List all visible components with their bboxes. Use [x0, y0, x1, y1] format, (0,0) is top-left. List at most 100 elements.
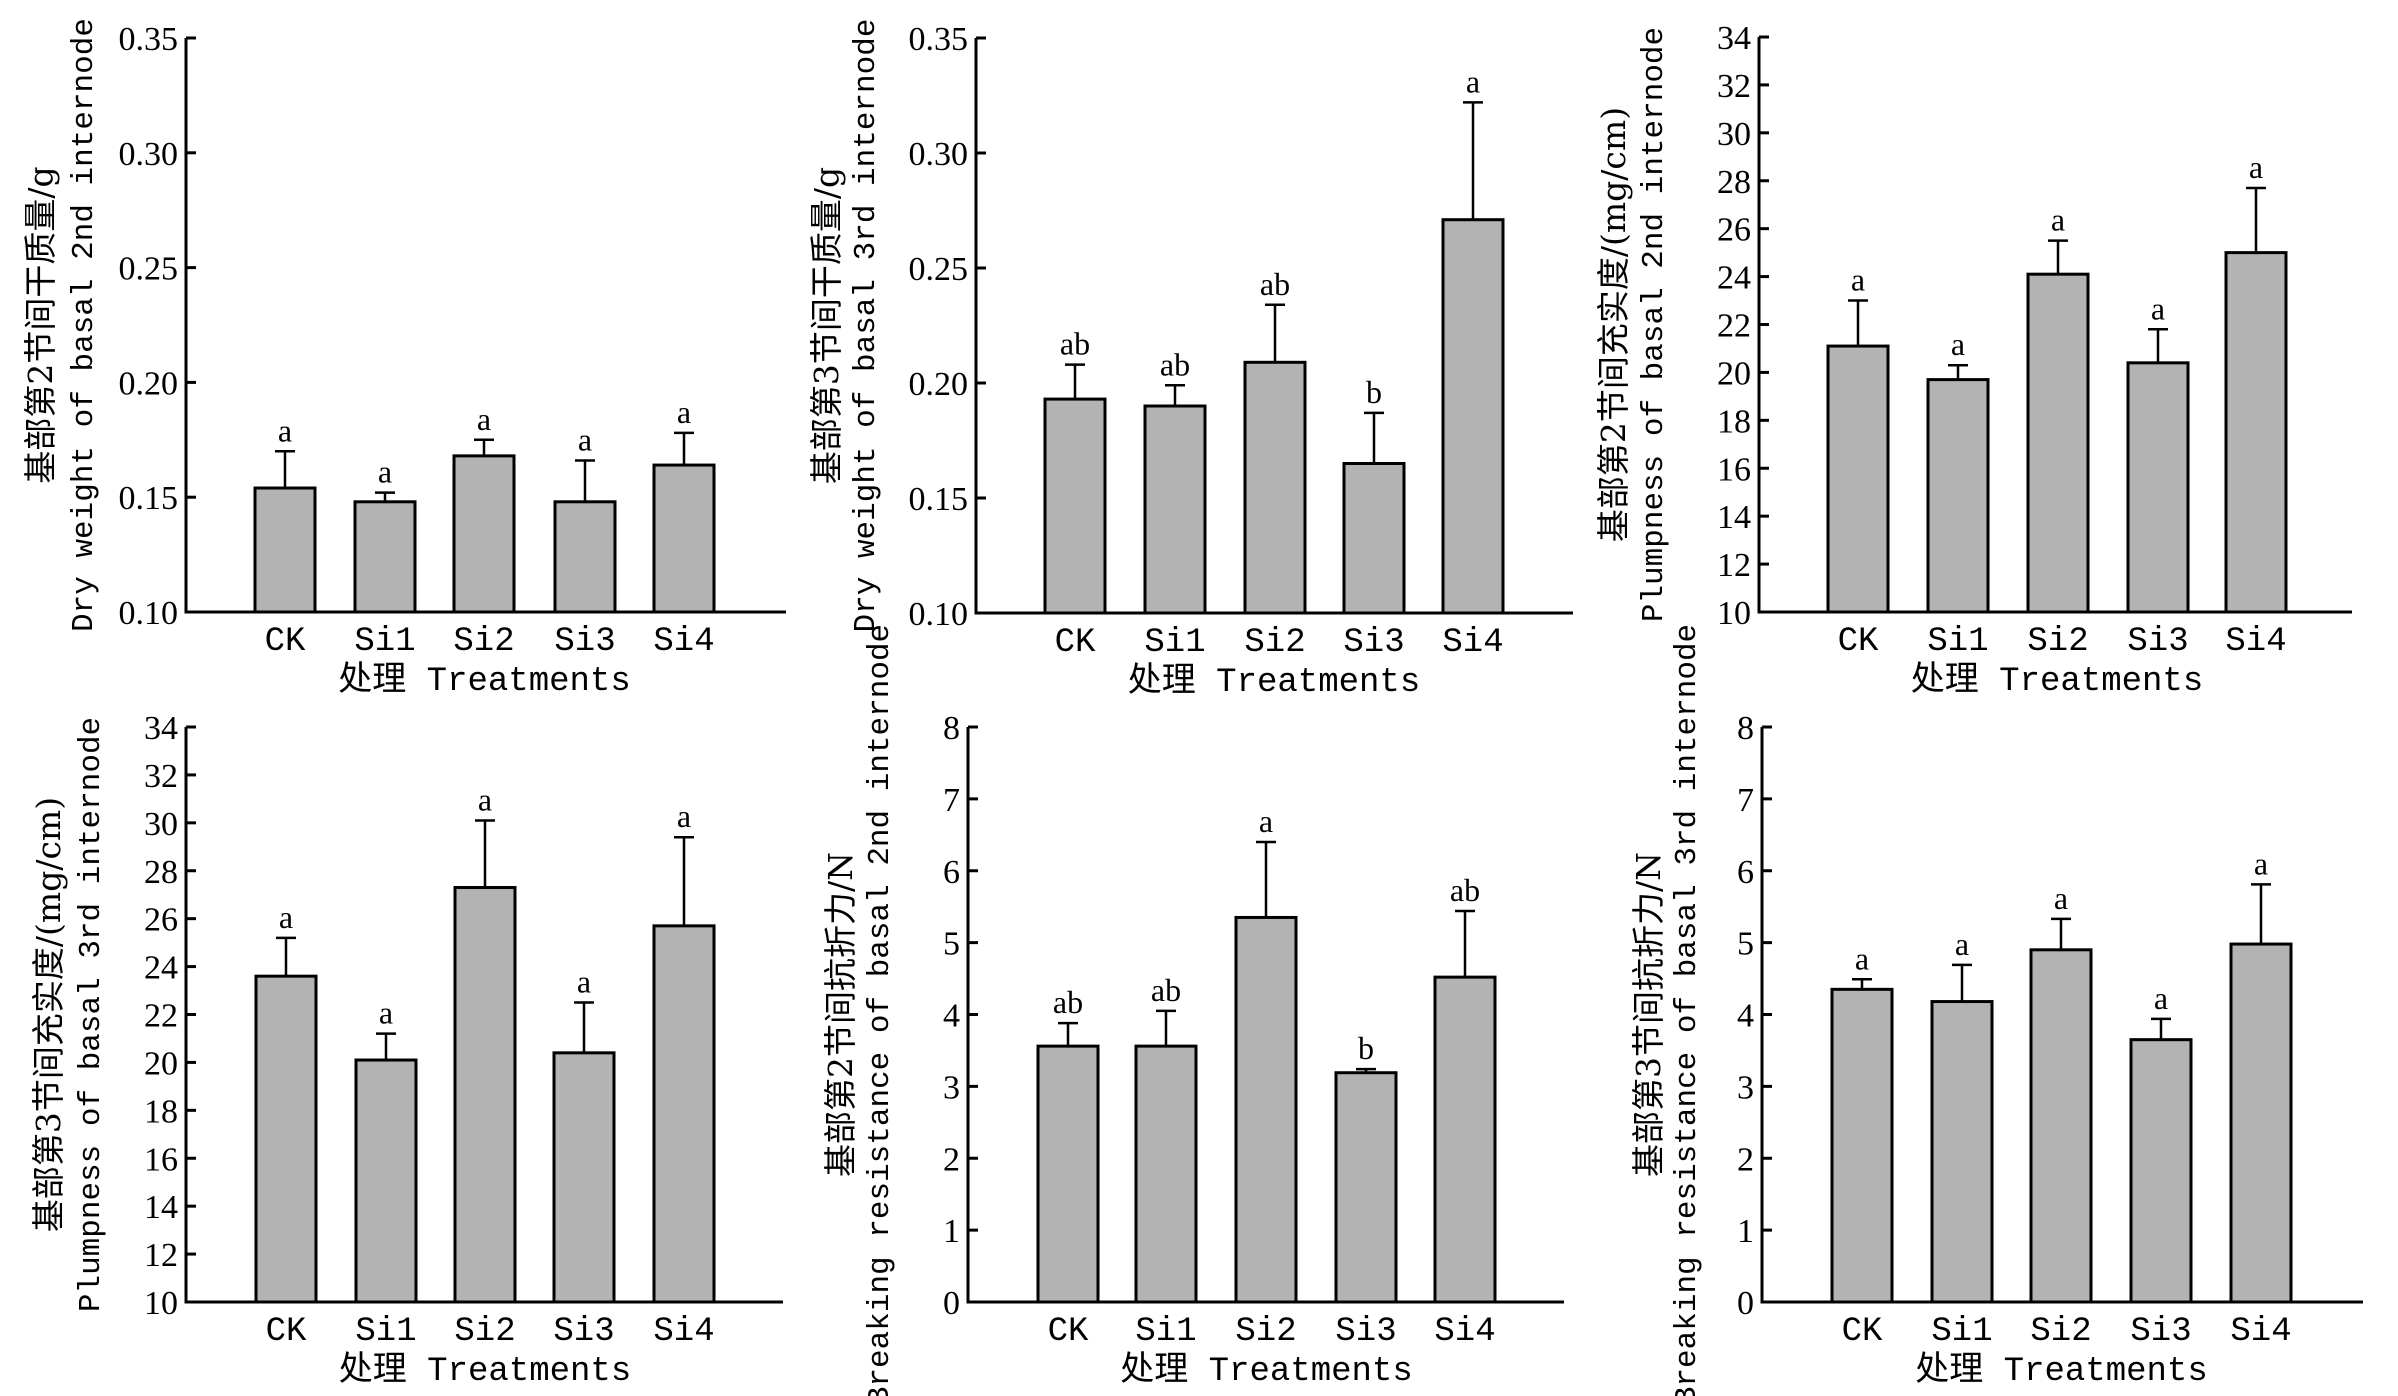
y-tick-label: 0.20	[909, 366, 969, 403]
y-tick-label: 3	[1737, 1069, 1754, 1106]
x-tick-label: Si3	[1335, 1313, 1396, 1351]
bar-ck	[1043, 397, 1107, 615]
bar-si2	[453, 886, 517, 1304]
significance-label: a	[2151, 290, 2165, 326]
significance-label: a	[1851, 262, 1865, 298]
bar-si3	[553, 500, 617, 614]
x-tick-label: Si4	[2230, 1313, 2291, 1351]
x-tick-label: Si3	[553, 1313, 614, 1351]
x-tick-label: Si2	[2030, 1313, 2091, 1351]
x-tick-label: CK	[265, 623, 306, 661]
x-tick-label: Si1	[1931, 1313, 1992, 1351]
bar-si1	[353, 500, 417, 614]
x-tick-label: Si2	[1235, 1313, 1296, 1351]
y-tick-label: 14	[1717, 499, 1751, 536]
x-tick-label: CK	[1055, 624, 1096, 662]
bar-si3	[1334, 1071, 1398, 1304]
y-tick-label: 0.15	[119, 480, 179, 517]
y-tick-label: 2	[1737, 1141, 1754, 1178]
significance-label: a	[2249, 149, 2263, 185]
y-tick-label: 14	[144, 1189, 178, 1226]
chart-panel-1: a CK a Si1 a Si2 a Si3 a Si4 0.10 0.15 0.20 0.25 0.30 0…	[21, 18, 786, 701]
y-tick-label: 22	[144, 998, 178, 1035]
x-tick-label: Si4	[1442, 624, 1503, 662]
x-tick-label: Si3	[2130, 1313, 2191, 1351]
x-tick-label: Si3	[554, 623, 615, 661]
bar-si4	[1441, 218, 1505, 615]
y-axis-title-cn: 基部第3节间干质量/g	[807, 167, 846, 484]
x-tick-label: Si4	[1434, 1313, 1495, 1351]
y-tick-label: 2	[943, 1141, 960, 1178]
y-tick-label: 12	[144, 1237, 178, 1274]
bar-si4	[652, 924, 716, 1304]
y-tick-label: 26	[1717, 212, 1751, 249]
y-axis-title-en: Dry weight of basal 3rd internode	[849, 19, 884, 633]
significance-label: a	[677, 394, 691, 430]
x-tick-label: CK	[1838, 623, 1879, 661]
x-tick-label: CK	[1842, 1313, 1883, 1351]
x-tick-label: Si1	[1927, 623, 1988, 661]
bar-si2	[1234, 915, 1298, 1304]
bar-si3	[1342, 462, 1406, 615]
bar-si2	[2026, 272, 2090, 614]
bar-si1	[1143, 404, 1207, 615]
y-tick-label: 34	[1717, 20, 1751, 57]
y-tick-label: 18	[1717, 403, 1751, 440]
x-tick-label: Si3	[1343, 624, 1404, 662]
significance-label: a	[1259, 803, 1273, 839]
x-tick-label: Si2	[2027, 623, 2088, 661]
significance-label: a	[1466, 63, 1480, 99]
y-tick-label: 0.15	[909, 481, 969, 518]
bar-si3	[2129, 1038, 2193, 1304]
bar-si1	[354, 1058, 418, 1304]
y-tick-label: 1	[943, 1213, 960, 1250]
bar-si2	[452, 454, 516, 614]
y-tick-label: 0.25	[119, 251, 179, 288]
y-axis-title-en: Breaking resistance of basal 3rd interno…	[1670, 624, 1705, 1396]
significance-label: a	[278, 412, 292, 448]
y-axis-title-en: Dry weight of basal 2nd internode	[67, 18, 102, 632]
y-tick-label: 28	[144, 854, 178, 891]
y-tick-label: 8	[1737, 710, 1754, 747]
y-tick-label: 0.30	[119, 136, 179, 173]
bar-si3	[552, 1051, 616, 1304]
significance-label: a	[577, 964, 591, 1000]
y-tick-label: 4	[1737, 998, 1754, 1035]
x-axis-title: 处理 Treatments	[1120, 1351, 1412, 1391]
significance-label: b	[1358, 1030, 1374, 1066]
significance-label: a	[279, 899, 293, 935]
y-tick-label: 0.35	[909, 21, 969, 58]
x-axis-title: 处理 Treatments	[1911, 661, 2203, 701]
bar-si1	[1134, 1044, 1198, 1304]
significance-label: a	[677, 798, 691, 834]
bar-si4	[652, 463, 716, 614]
y-axis-title-en: Plumpness of basal 2nd internode	[1637, 27, 1672, 622]
bar-si3	[2126, 361, 2190, 614]
y-axis-title-cn: 基部第3节间抗折力/N	[1629, 852, 1668, 1177]
y-tick-label: 24	[1717, 260, 1751, 297]
bar-si2	[2029, 948, 2093, 1304]
significance-label: ab	[1060, 326, 1090, 362]
x-axis-title: 处理 Treatments	[339, 1351, 631, 1391]
x-tick-label: Si2	[1244, 624, 1305, 662]
y-tick-label: 6	[943, 854, 960, 891]
significance-label: a	[2054, 880, 2068, 916]
y-tick-label: 30	[144, 806, 178, 843]
y-tick-label: 20	[144, 1045, 178, 1082]
y-axis-title-en: Breaking resistance of basal 2nd interno…	[863, 624, 898, 1396]
y-tick-label: 5	[943, 926, 960, 963]
x-tick-label: Si4	[653, 1313, 714, 1351]
bar-ck	[1826, 344, 1890, 614]
x-tick-label: Si2	[454, 1313, 515, 1351]
y-tick-label: 22	[1717, 308, 1751, 345]
significance-label: a	[477, 401, 491, 437]
y-tick-label: 7	[1737, 782, 1754, 819]
significance-label: a	[2254, 845, 2268, 881]
significance-label: a	[1951, 326, 1965, 362]
bar-si4	[2224, 251, 2288, 614]
y-tick-label: 6	[1737, 854, 1754, 891]
significance-label: a	[1955, 926, 1969, 962]
bar-si4	[1433, 975, 1497, 1304]
y-tick-label: 20	[1717, 355, 1751, 392]
chart-panel-3: a CK a Si1 a Si2 a Si3 a Si4 10 12 14 16 18 20 22 24 26 28 3…	[1594, 20, 2352, 701]
